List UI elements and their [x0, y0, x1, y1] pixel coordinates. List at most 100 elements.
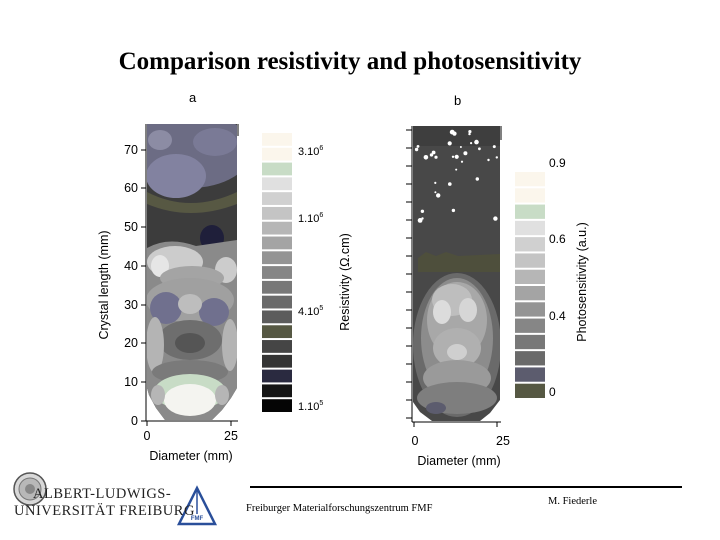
colorbar-b-swatch: [515, 220, 545, 236]
colorbar-a-swatch: [262, 280, 292, 294]
colorbar-a-swatch: [262, 251, 292, 265]
university-seal: [13, 472, 47, 506]
map-speckle: [447, 141, 452, 146]
map-speckle: [468, 132, 471, 136]
axes-a: 0 10 20 30 40 50 60 70 0 25 Diameter (mm…: [97, 124, 239, 463]
map-speckle: [459, 146, 462, 148]
slide-title: Comparison resistivity and photosensitiv…: [118, 48, 582, 75]
x-axis-label: Diameter (mm): [417, 454, 500, 468]
map-speckle: [474, 139, 479, 145]
photosensitivity-map: [413, 126, 500, 421]
colorbar-b-title: Photosensitivity (a.u.): [575, 222, 589, 342]
colorbar-b-label-3: 0.4: [549, 309, 566, 323]
colorbar-b-label-1: 0.9: [549, 156, 566, 170]
map-speckle: [468, 130, 472, 134]
axes-b: 0 25 Diameter (mm): [406, 126, 510, 468]
colorbar-b-swatch: [515, 383, 545, 398]
panel-a-letter: a: [189, 90, 197, 105]
map-speckle: [463, 151, 468, 156]
colorbar-a-swatch: [262, 399, 292, 412]
colorbar-b-swatch: [515, 334, 545, 350]
colorbar-a: [262, 133, 292, 412]
colorbar-b-swatch: [515, 188, 545, 203]
colorbar-b-swatch: [515, 204, 545, 219]
colorbar-b-label-2: 0.6: [549, 232, 566, 246]
colorbar-a-label-1: 3.106: [298, 145, 323, 158]
y-tick-label: 60: [124, 181, 138, 195]
map-speckle: [448, 182, 452, 186]
colorbar-a-label-4: 1.105: [298, 400, 323, 413]
colorbar-a-swatch: [262, 162, 292, 176]
colorbar-b-swatch: [515, 286, 545, 301]
y-tick-label: 50: [124, 220, 138, 234]
map-speckle: [492, 145, 496, 149]
colorbar-a-swatch: [262, 206, 292, 220]
map-speckle: [431, 150, 436, 155]
y-tick-label: 40: [124, 259, 138, 273]
map-speckle: [451, 208, 456, 213]
author-name: M. Fiederle: [548, 496, 597, 507]
colorbar-b-swatch: [515, 351, 545, 366]
y-axis-label: Crystal length (mm): [97, 230, 111, 339]
map-speckle: [460, 160, 464, 163]
institute-name: Freiburger Materialforschungszentrum FMF: [246, 503, 433, 514]
y-tick-label: 70: [124, 143, 138, 157]
colorbar-b-label-4: 0: [549, 385, 556, 399]
colorbar-a-label-2: 1.106: [298, 212, 323, 225]
map-speckle: [416, 145, 420, 148]
map-speckle: [434, 181, 437, 184]
map-speckle: [414, 147, 419, 152]
map-speckle: [452, 131, 457, 136]
map-speckle: [436, 193, 441, 198]
colorbar-b: [515, 172, 545, 398]
university-name-line1: ALBERT-LUDWIGS-: [33, 486, 172, 502]
y-tick-label: 10: [124, 375, 138, 389]
colorbar-a-swatch: [262, 325, 292, 339]
footer-divider: [250, 486, 682, 488]
map-speckle: [487, 158, 490, 162]
map-speckle: [493, 216, 498, 221]
colorbar-b-swatch: [515, 237, 545, 252]
map-speckle: [478, 147, 481, 151]
map-speckle: [475, 177, 479, 181]
y-tick-label: 20: [124, 336, 138, 350]
colorbar-a-swatch: [262, 295, 292, 309]
x-tick-label: 25: [224, 429, 238, 443]
x-tick-label: 25: [496, 434, 510, 448]
x-tick-label: 0: [412, 434, 419, 448]
colorbar-b-swatch: [515, 367, 545, 382]
colorbar-b-swatch: [515, 318, 545, 333]
map-speckle: [454, 154, 459, 159]
map-speckle: [423, 155, 429, 160]
colorbar-b-swatch: [515, 172, 545, 187]
map-speckle: [429, 153, 434, 157]
colorbar-a-swatch: [262, 310, 292, 324]
map-speckle: [495, 156, 498, 159]
panel-b-letter: b: [454, 93, 462, 108]
colorbar-a-title: Resistivity (Ω.cm): [338, 233, 352, 331]
colorbar-a-swatch: [262, 236, 292, 250]
map-speckle: [434, 191, 437, 194]
colorbar-a-swatch: [262, 354, 292, 368]
colorbar-a-label-3: 4.105: [298, 305, 323, 318]
colorbar-b-swatch: [515, 269, 545, 284]
colorbar-a-swatch: [262, 221, 292, 235]
colorbar-b-swatch: [515, 302, 545, 317]
fmf-logo: FMF: [176, 485, 218, 526]
colorbar-a-swatch: [262, 133, 292, 146]
x-axis-label: Diameter (mm): [149, 449, 232, 463]
photosensitivity-map-speckles: [414, 129, 498, 223]
map-speckle: [451, 155, 455, 158]
fmf-logo-text: FMF: [191, 516, 204, 522]
university-name-line2: UNIVERSITÄT FREIBURG: [14, 503, 195, 519]
map-speckle: [417, 218, 423, 223]
y-tick-label: 0: [131, 414, 138, 428]
colorbar-a-swatch: [262, 147, 292, 161]
colorbar-a-swatch: [262, 340, 292, 353]
colorbar-a-swatch: [262, 384, 292, 398]
resistivity-map: [147, 124, 237, 420]
colorbar-a-swatch: [262, 192, 292, 205]
colorbar-a-swatch: [262, 177, 292, 191]
map-speckle: [421, 217, 424, 220]
colorbar-b-swatch: [515, 253, 545, 268]
